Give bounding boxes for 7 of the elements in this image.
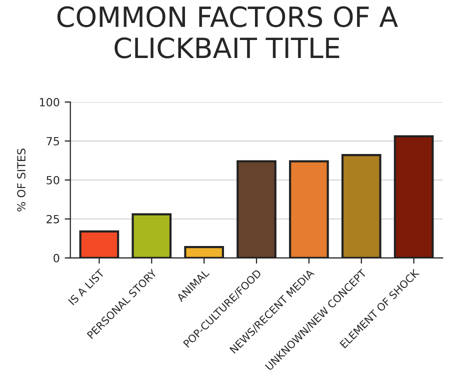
y-tick-label: 50 [46, 176, 60, 184]
chart-title: COMMON FACTORS OF A CLICKBAIT TITLE [57, 6, 398, 58]
y-axis-title: % OF SITES [17, 148, 26, 212]
y-tick-label: 0 [54, 254, 60, 262]
y-tick-label: 100 [40, 98, 60, 106]
y-tick-label: 25 [46, 214, 59, 224]
y-tick-label: 75 [46, 137, 59, 146]
